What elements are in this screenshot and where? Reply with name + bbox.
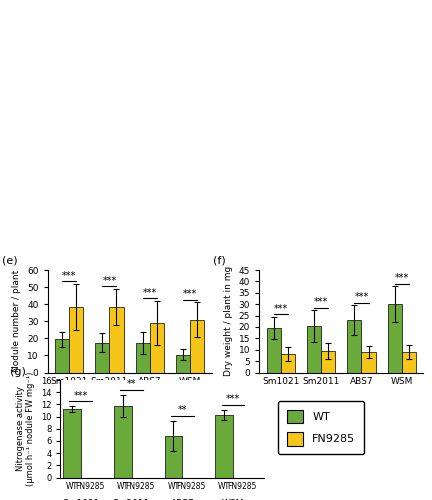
Text: (b): (b) [112,6,126,16]
Bar [109,306,124,372]
Bar [176,354,190,372]
Y-axis label: Dry weight / plant in mg: Dry weight / plant in mg [224,266,233,376]
Bar [55,339,69,372]
Text: ABS7: ABS7 [171,499,194,500]
Text: **: ** [178,406,187,415]
Text: Sm1021: Sm1021 [62,499,99,500]
Bar [150,323,164,372]
Bar [347,320,362,372]
Text: ***: *** [273,304,288,314]
Bar [267,328,281,372]
Text: ***: *** [62,270,76,280]
Bar [165,436,182,478]
Text: ***: *** [395,273,409,283]
Bar [281,354,295,372]
Text: ***: *** [143,288,157,298]
Text: (c): (c) [220,6,233,16]
Text: ***: *** [226,394,240,404]
Text: (e): (e) [2,256,17,266]
Bar [215,414,233,478]
Bar [190,320,204,372]
Bar [136,342,150,372]
Text: (f): (f) [213,256,226,266]
Bar [69,306,83,372]
Y-axis label: Nodule number / plant: Nodule number / plant [13,270,22,372]
Text: WSM: WSM [222,499,244,500]
Bar [321,351,335,372]
Legend: WT, FN9285: WT, FN9285 [278,400,364,454]
Text: ***: *** [102,276,117,285]
Y-axis label: Nitrogenase activity
(µmol h⁻¹ nodule FW mg⁻¹): Nitrogenase activity (µmol h⁻¹ nodule FW… [16,372,35,486]
Text: ***: *** [183,290,197,300]
Text: (g): (g) [10,367,25,377]
Text: (a): (a) [4,6,18,16]
Text: (d): (d) [328,6,342,16]
Bar [63,409,81,478]
Text: ***: *** [354,292,368,302]
Bar [95,342,109,372]
Text: ***: *** [74,390,88,400]
Text: **: ** [127,379,136,389]
Text: Sm2011: Sm2011 [113,499,150,500]
Bar [388,304,402,372]
Bar [362,352,375,372]
Bar [307,326,321,372]
Text: ***: *** [314,297,328,307]
Bar [402,352,416,372]
Bar [114,406,131,477]
